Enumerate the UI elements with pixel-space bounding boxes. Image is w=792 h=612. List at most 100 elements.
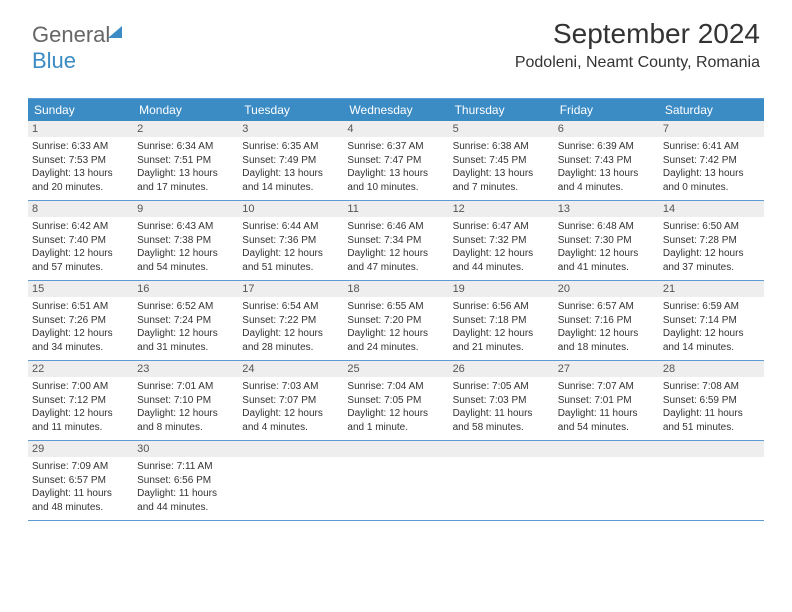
- sunset-text: Sunset: 7:47 PM: [347, 154, 444, 168]
- day-number: 10: [238, 201, 343, 217]
- sunrise-text: Sunrise: 6:59 AM: [663, 300, 760, 314]
- day-cell: 5Sunrise: 6:38 AMSunset: 7:45 PMDaylight…: [449, 121, 554, 200]
- day-number: 17: [238, 281, 343, 297]
- daylight-text: Daylight: 12 hours and 4 minutes.: [242, 407, 339, 434]
- day-cell: [343, 441, 448, 520]
- day-cell: 22Sunrise: 7:00 AMSunset: 7:12 PMDayligh…: [28, 361, 133, 440]
- day-cell: 18Sunrise: 6:55 AMSunset: 7:20 PMDayligh…: [343, 281, 448, 360]
- sunset-text: Sunset: 7:05 PM: [347, 394, 444, 408]
- day-header-row: SundayMondayTuesdayWednesdayThursdayFrid…: [28, 99, 764, 121]
- daylight-text: Daylight: 12 hours and 54 minutes.: [137, 247, 234, 274]
- sunset-text: Sunset: 7:38 PM: [137, 234, 234, 248]
- day-cell: 29Sunrise: 7:09 AMSunset: 6:57 PMDayligh…: [28, 441, 133, 520]
- day-cell: 13Sunrise: 6:48 AMSunset: 7:30 PMDayligh…: [554, 201, 659, 280]
- daylight-text: Daylight: 11 hours and 51 minutes.: [663, 407, 760, 434]
- day-number: 18: [343, 281, 448, 297]
- day-number: 1: [28, 121, 133, 137]
- header-right: September 2024 Podoleni, Neamt County, R…: [515, 18, 760, 72]
- sunset-text: Sunset: 7:22 PM: [242, 314, 339, 328]
- day-number: 8: [28, 201, 133, 217]
- daylight-text: Daylight: 13 hours and 4 minutes.: [558, 167, 655, 194]
- daylight-text: Daylight: 11 hours and 54 minutes.: [558, 407, 655, 434]
- daylight-text: Daylight: 13 hours and 14 minutes.: [242, 167, 339, 194]
- day-cell: 15Sunrise: 6:51 AMSunset: 7:26 PMDayligh…: [28, 281, 133, 360]
- daylight-text: Daylight: 13 hours and 0 minutes.: [663, 167, 760, 194]
- sunset-text: Sunset: 7:40 PM: [32, 234, 129, 248]
- sunrise-text: Sunrise: 6:37 AM: [347, 140, 444, 154]
- sunrise-text: Sunrise: 6:33 AM: [32, 140, 129, 154]
- daylight-text: Daylight: 12 hours and 51 minutes.: [242, 247, 339, 274]
- daylight-text: Daylight: 12 hours and 28 minutes.: [242, 327, 339, 354]
- sunrise-text: Sunrise: 6:55 AM: [347, 300, 444, 314]
- sunset-text: Sunset: 7:49 PM: [242, 154, 339, 168]
- logo-text-2: Blue: [32, 48, 76, 73]
- day-number: 16: [133, 281, 238, 297]
- day-cell: 6 Sunrise: 6:39 AMSunset: 7:43 PMDaylight…: [554, 121, 659, 200]
- day-number: 20: [554, 281, 659, 297]
- day-cell: 17Sunrise: 6:54 AMSunset: 7:22 PMDayligh…: [238, 281, 343, 360]
- sunset-text: Sunset: 7:14 PM: [663, 314, 760, 328]
- sunrise-text: Sunrise: 6:46 AM: [347, 220, 444, 234]
- page-title: September 2024: [515, 18, 760, 50]
- daylight-text: Daylight: 12 hours and 18 minutes.: [558, 327, 655, 354]
- day-number: 22: [28, 361, 133, 377]
- daylight-text: Daylight: 12 hours and 41 minutes.: [558, 247, 655, 274]
- daylight-text: Daylight: 11 hours and 44 minutes.: [137, 487, 234, 514]
- day-number: 12: [449, 201, 554, 217]
- sunset-text: Sunset: 7:32 PM: [453, 234, 550, 248]
- day-cell: 7Sunrise: 6:41 AMSunset: 7:42 PMDaylight…: [659, 121, 764, 200]
- sunset-text: Sunset: 6:56 PM: [137, 474, 234, 488]
- sunset-text: Sunset: 7:18 PM: [453, 314, 550, 328]
- daylight-text: Daylight: 12 hours and 21 minutes.: [453, 327, 550, 354]
- calendar: SundayMondayTuesdayWednesdayThursdayFrid…: [28, 98, 764, 521]
- sunrise-text: Sunrise: 7:04 AM: [347, 380, 444, 394]
- daylight-text: Daylight: 12 hours and 47 minutes.: [347, 247, 444, 274]
- sunset-text: Sunset: 7:10 PM: [137, 394, 234, 408]
- daylight-text: Daylight: 12 hours and 1 minute.: [347, 407, 444, 434]
- day-cell: 26Sunrise: 7:05 AMSunset: 7:03 PMDayligh…: [449, 361, 554, 440]
- day-cell: 3Sunrise: 6:35 AMSunset: 7:49 PMDaylight…: [238, 121, 343, 200]
- sunset-text: Sunset: 7:45 PM: [453, 154, 550, 168]
- day-number: 19: [449, 281, 554, 297]
- sunset-text: Sunset: 7:12 PM: [32, 394, 129, 408]
- sunset-text: Sunset: 6:57 PM: [32, 474, 129, 488]
- day-cell: 20Sunrise: 6:57 AMSunset: 7:16 PMDayligh…: [554, 281, 659, 360]
- sunrise-text: Sunrise: 6:56 AM: [453, 300, 550, 314]
- day-number: [659, 441, 764, 457]
- day-cell: 8Sunrise: 6:42 AMSunset: 7:40 PMDaylight…: [28, 201, 133, 280]
- sunset-text: Sunset: 7:34 PM: [347, 234, 444, 248]
- week-row: 29Sunrise: 7:09 AMSunset: 6:57 PMDayligh…: [28, 441, 764, 521]
- day-cell: [554, 441, 659, 520]
- day-number: 24: [238, 361, 343, 377]
- sunrise-text: Sunrise: 6:43 AM: [137, 220, 234, 234]
- daylight-text: Daylight: 11 hours and 48 minutes.: [32, 487, 129, 514]
- day-cell: 14Sunrise: 6:50 AMSunset: 7:28 PMDayligh…: [659, 201, 764, 280]
- day-number: 5: [449, 121, 554, 137]
- day-number: 9: [133, 201, 238, 217]
- day-header: Thursday: [449, 99, 554, 121]
- sunset-text: Sunset: 7:53 PM: [32, 154, 129, 168]
- sunset-text: Sunset: 7:16 PM: [558, 314, 655, 328]
- day-number: [554, 441, 659, 457]
- day-cell: 27Sunrise: 7:07 AMSunset: 7:01 PMDayligh…: [554, 361, 659, 440]
- week-row: 22Sunrise: 7:00 AMSunset: 7:12 PMDayligh…: [28, 361, 764, 441]
- sunrise-text: Sunrise: 6:48 AM: [558, 220, 655, 234]
- daylight-text: Daylight: 12 hours and 37 minutes.: [663, 247, 760, 274]
- day-number: 3: [238, 121, 343, 137]
- sunset-text: Sunset: 7:43 PM: [558, 154, 655, 168]
- day-number: 6: [554, 121, 659, 137]
- day-number: 7: [659, 121, 764, 137]
- day-cell: [659, 441, 764, 520]
- sunrise-text: Sunrise: 7:01 AM: [137, 380, 234, 394]
- sunset-text: Sunset: 7:01 PM: [558, 394, 655, 408]
- sunrise-text: Sunrise: 7:09 AM: [32, 460, 129, 474]
- sunrise-text: Sunrise: 6:39 AM: [558, 140, 655, 154]
- logo-text-1: General: [32, 22, 110, 47]
- day-cell: 28Sunrise: 7:08 AMSunset: 6:59 PMDayligh…: [659, 361, 764, 440]
- daylight-text: Daylight: 13 hours and 7 minutes.: [453, 167, 550, 194]
- day-cell: 2Sunrise: 6:34 AMSunset: 7:51 PMDaylight…: [133, 121, 238, 200]
- day-number: [343, 441, 448, 457]
- week-row: 15Sunrise: 6:51 AMSunset: 7:26 PMDayligh…: [28, 281, 764, 361]
- sunrise-text: Sunrise: 6:47 AM: [453, 220, 550, 234]
- daylight-text: Daylight: 12 hours and 44 minutes.: [453, 247, 550, 274]
